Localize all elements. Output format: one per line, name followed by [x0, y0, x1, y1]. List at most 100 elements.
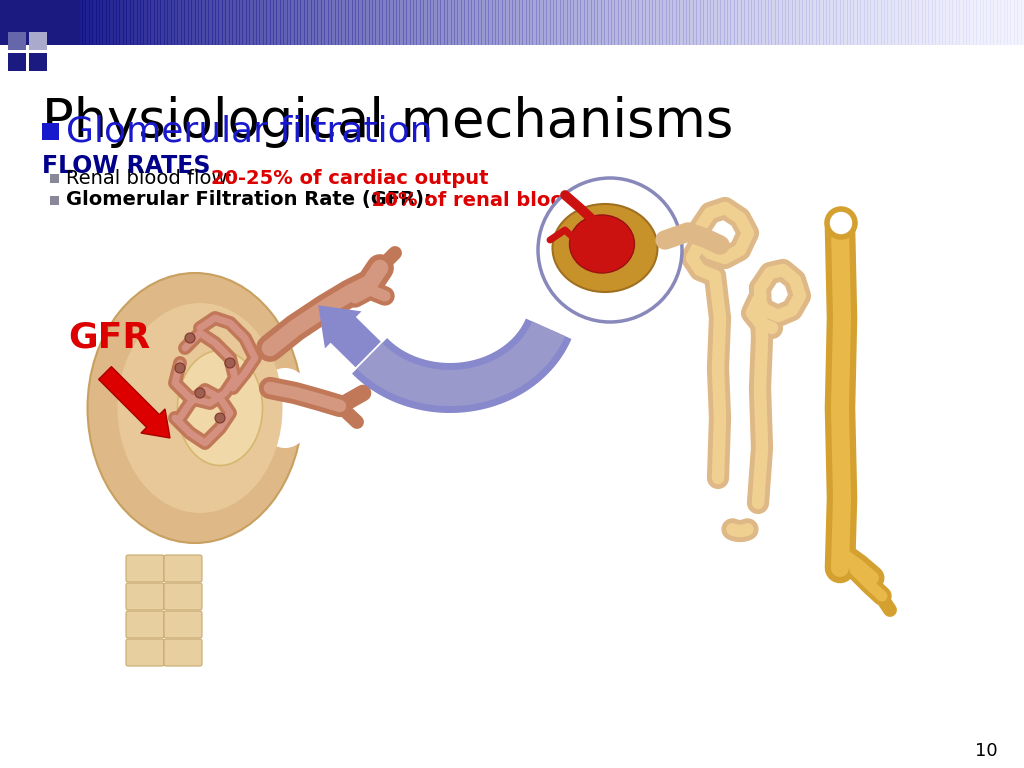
Bar	[737, 0, 741, 45]
Bar	[850, 0, 854, 45]
Bar	[399, 0, 403, 45]
Bar	[29, 53, 47, 71]
Bar	[840, 0, 844, 45]
Bar	[290, 0, 295, 45]
Bar	[116, 0, 121, 45]
Bar	[54, 0, 59, 45]
Bar	[1014, 0, 1018, 45]
Bar	[24, 0, 29, 45]
Ellipse shape	[255, 368, 315, 448]
Bar	[617, 0, 623, 45]
Bar	[625, 0, 629, 45]
Bar	[755, 0, 759, 45]
Bar	[471, 0, 475, 45]
Bar	[594, 0, 598, 45]
Bar	[768, 0, 772, 45]
Bar	[761, 0, 766, 45]
Bar	[492, 0, 496, 45]
Bar	[50, 196, 59, 205]
Bar	[407, 0, 411, 45]
Bar	[205, 0, 209, 45]
Bar	[369, 0, 373, 45]
Bar	[50, 174, 59, 183]
Bar	[222, 0, 226, 45]
Bar	[228, 0, 233, 45]
Bar	[970, 0, 974, 45]
Text: 20-25% of cardiac output: 20-25% of cardiac output	[211, 168, 488, 187]
Bar	[683, 0, 687, 45]
Bar	[276, 0, 281, 45]
Text: Renal blood flow:: Renal blood flow:	[66, 168, 240, 187]
Bar	[433, 0, 438, 45]
Bar	[310, 0, 315, 45]
Bar	[652, 0, 656, 45]
Text: Physiological mechanisms: Physiological mechanisms	[42, 96, 733, 148]
Bar	[136, 0, 141, 45]
Bar	[420, 0, 424, 45]
FancyArrow shape	[98, 366, 170, 438]
Circle shape	[827, 209, 855, 237]
Text: 10% of renal blood flow: 10% of renal blood flow	[371, 190, 631, 210]
Bar	[894, 0, 899, 45]
Bar	[396, 0, 400, 45]
Bar	[785, 0, 790, 45]
Bar	[973, 0, 977, 45]
Bar	[58, 0, 62, 45]
Bar	[751, 0, 756, 45]
Text: GFR: GFR	[68, 321, 151, 355]
Bar	[822, 0, 827, 45]
Bar	[325, 0, 329, 45]
Bar	[478, 0, 482, 45]
Bar	[614, 0, 618, 45]
Bar	[853, 0, 858, 45]
Bar	[955, 0, 961, 45]
Bar	[389, 0, 393, 45]
Text: Glomerular filtration: Glomerular filtration	[66, 115, 432, 149]
Bar	[604, 0, 608, 45]
Bar	[461, 0, 465, 45]
Bar	[379, 0, 383, 45]
Bar	[696, 0, 700, 45]
Bar	[556, 0, 561, 45]
Bar	[925, 0, 930, 45]
Bar	[505, 0, 510, 45]
Bar	[0, 0, 80, 45]
Bar	[187, 0, 193, 45]
Bar	[990, 0, 994, 45]
Bar	[857, 0, 861, 45]
Bar	[13, 0, 18, 45]
Bar	[628, 0, 633, 45]
Bar	[952, 0, 956, 45]
Bar	[102, 0, 106, 45]
Text: 10: 10	[976, 742, 998, 760]
Bar	[983, 0, 987, 45]
Bar	[901, 0, 905, 45]
Bar	[888, 0, 892, 45]
Bar	[161, 0, 165, 45]
Bar	[676, 0, 680, 45]
Bar	[781, 0, 786, 45]
Bar	[686, 0, 690, 45]
Bar	[587, 0, 592, 45]
Bar	[321, 0, 326, 45]
Bar	[734, 0, 738, 45]
FancyBboxPatch shape	[164, 639, 202, 666]
Bar	[519, 0, 523, 45]
Bar	[284, 0, 288, 45]
Bar	[509, 0, 513, 45]
Bar	[522, 0, 526, 45]
Bar	[710, 0, 715, 45]
Bar	[792, 0, 797, 45]
Bar	[218, 0, 223, 45]
Bar	[833, 0, 838, 45]
Bar	[437, 0, 441, 45]
Bar	[829, 0, 834, 45]
Bar	[146, 0, 152, 45]
Bar	[294, 0, 298, 45]
Bar	[253, 0, 257, 45]
Bar	[198, 0, 203, 45]
Bar	[986, 0, 991, 45]
Bar	[443, 0, 449, 45]
Bar	[720, 0, 725, 45]
Bar	[584, 0, 588, 45]
